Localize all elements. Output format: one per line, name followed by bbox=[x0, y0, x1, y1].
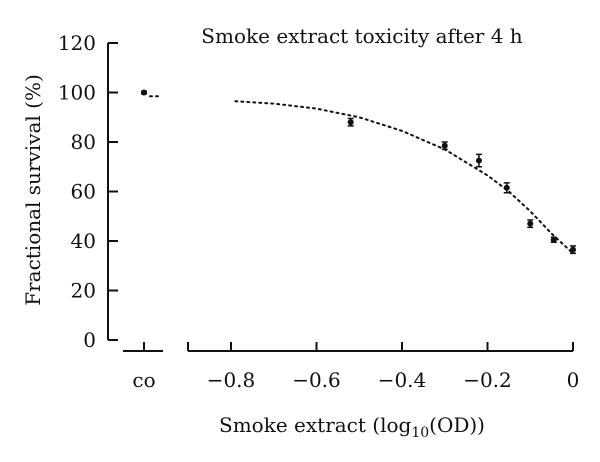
data-point bbox=[475, 153, 482, 168]
y-tick-label: 80 bbox=[71, 130, 96, 154]
data-point bbox=[441, 141, 448, 151]
x-axis-label-tail: (OD)) bbox=[429, 413, 485, 437]
data-point-marker bbox=[550, 236, 557, 243]
y-tick-label: 0 bbox=[83, 328, 96, 352]
data-point-marker bbox=[475, 157, 482, 164]
x-tick-label-control: co bbox=[132, 368, 155, 392]
x-tick-label: 0 bbox=[567, 368, 580, 392]
y-axis-label: Fractional survival (%) bbox=[21, 74, 45, 306]
x-tick-label: −0.6 bbox=[292, 368, 341, 392]
fit-curve bbox=[149, 95, 574, 255]
x-axis-label: Smoke extract (log10(OD)) bbox=[219, 413, 485, 441]
chart-title: Smoke extract toxicity after 4 h bbox=[201, 24, 522, 48]
x-ticks: −0.8 −0.6 −0.4 −0.2 0 bbox=[143, 342, 580, 392]
data-point bbox=[503, 182, 510, 194]
y-ticks: 0 20 40 60 80 100 120 bbox=[58, 31, 118, 352]
data-point bbox=[550, 236, 557, 243]
data-point bbox=[527, 219, 534, 229]
data-points bbox=[141, 89, 576, 255]
data-point-marker bbox=[570, 246, 576, 253]
data-point-marker bbox=[527, 220, 534, 227]
data-point bbox=[347, 117, 354, 127]
y-tick-label: 120 bbox=[58, 31, 96, 55]
data-point-marker bbox=[347, 119, 354, 126]
control-point bbox=[141, 89, 147, 96]
x-axis-label-subscript: 10 bbox=[411, 425, 429, 441]
data-point bbox=[570, 245, 576, 255]
y-tick-label: 60 bbox=[71, 180, 96, 204]
data-point-marker bbox=[441, 142, 448, 149]
x-tick-label: −0.4 bbox=[378, 368, 427, 392]
x-axis-label-main: Smoke extract (log bbox=[219, 413, 411, 437]
fit-curve-line bbox=[234, 100, 574, 255]
data-point-marker bbox=[141, 89, 147, 96]
y-tick-label: 40 bbox=[71, 229, 96, 253]
data-point-marker bbox=[503, 184, 510, 191]
y-tick-label: 20 bbox=[71, 279, 96, 303]
x-tick-label: −0.2 bbox=[463, 368, 512, 392]
x-tick-label: −0.8 bbox=[207, 368, 256, 392]
y-tick-label: 100 bbox=[58, 81, 96, 105]
